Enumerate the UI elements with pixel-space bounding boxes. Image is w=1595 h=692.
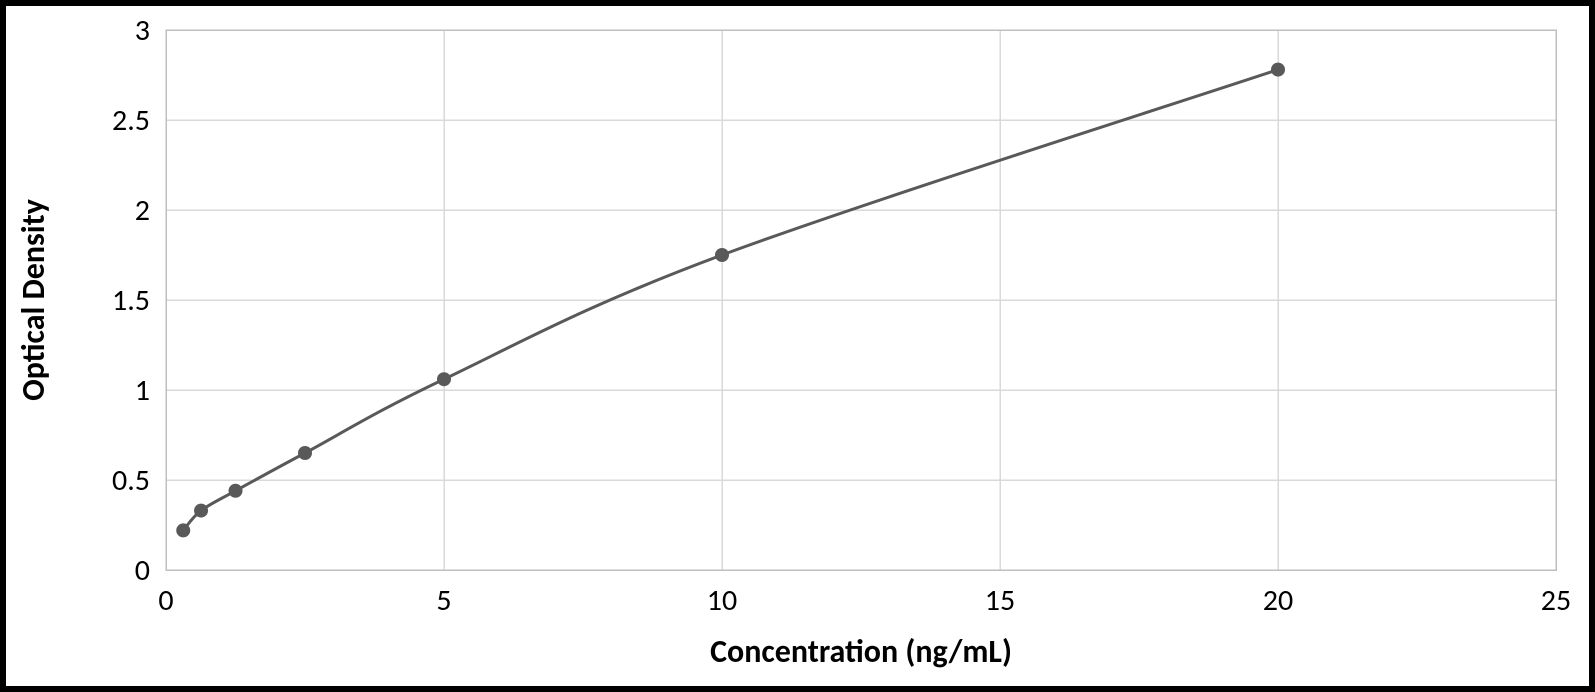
y-tick-label: 3 xyxy=(135,12,150,49)
y-tick-label: 1.5 xyxy=(112,282,150,319)
data-point xyxy=(298,446,312,460)
y-tick-label: 1 xyxy=(135,372,150,409)
data-point xyxy=(176,523,190,537)
y-tick-label: 0.5 xyxy=(112,462,150,499)
x-tick-label: 5 xyxy=(436,582,451,619)
data-point xyxy=(229,484,243,498)
x-tick-label: 0 xyxy=(158,582,173,619)
chart-frame: 0 5 10 15 20 25 0 0.5 1 1.5 2 2.5 3 Concentration (ng… xyxy=(0,0,1595,692)
data-point xyxy=(715,248,729,262)
x-tick-label: 20 xyxy=(1263,582,1293,619)
y-axis-label: Optical Density xyxy=(14,199,53,401)
data-point xyxy=(437,372,451,386)
data-point xyxy=(194,504,208,518)
data-point xyxy=(1271,63,1285,77)
y-tick-label: 2 xyxy=(135,192,150,229)
x-axis-label: Concentration (ng/mL) xyxy=(710,632,1012,671)
x-tick-label: 10 xyxy=(707,582,737,619)
y-tick-label: 2.5 xyxy=(112,102,150,139)
chart-container: 0 5 10 15 20 25 0 0.5 1 1.5 2 2.5 3 Concentration (ng… xyxy=(6,6,1589,686)
chart-svg: 0 5 10 15 20 25 0 0.5 1 1.5 2 2.5 3 Concentration (ng… xyxy=(6,6,1589,686)
x-tick-label: 25 xyxy=(1541,582,1571,619)
x-tick-label: 15 xyxy=(985,582,1015,619)
y-tick-label: 0 xyxy=(135,552,150,589)
